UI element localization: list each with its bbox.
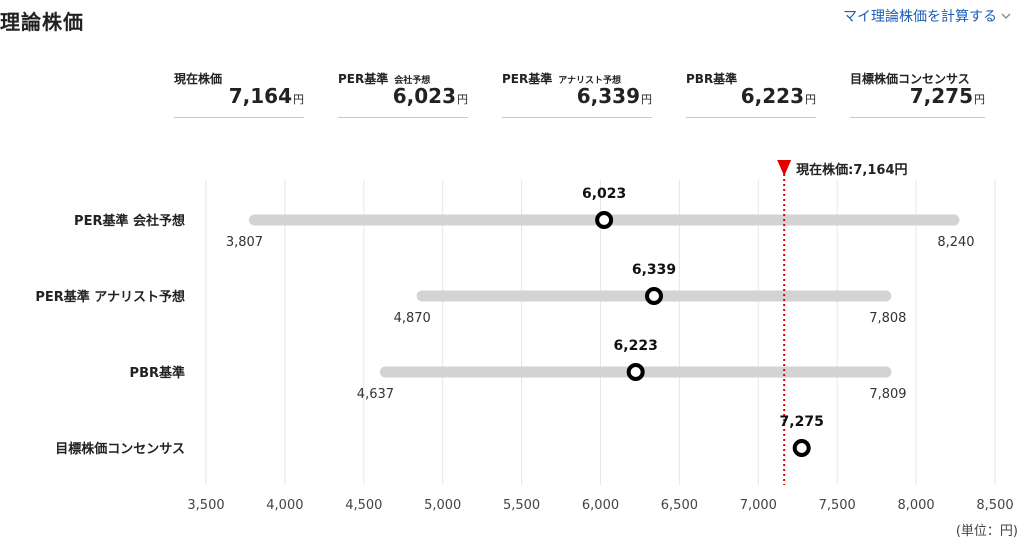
category-label: 目標株価コンセンサス: [55, 441, 185, 457]
calc-link-label[interactable]: マイ理論株価を計算する: [843, 9, 997, 25]
value-label: 6,339: [632, 262, 676, 278]
value-label: 7,275: [780, 414, 824, 430]
summary-value: 6,023円: [392, 84, 468, 108]
range-low-label: 4,870: [394, 311, 431, 326]
value-label: 6,223: [614, 338, 658, 354]
x-tick-label: 4,500: [345, 498, 382, 513]
summary-current-price: 現在株価 7,164円: [174, 70, 304, 118]
range-low-label: 3,807: [226, 235, 263, 250]
summary-value: 6,339円: [576, 84, 652, 108]
current-price-marker-icon: [777, 160, 792, 176]
my-theory-price-link[interactable]: マイ理論株価を計算する: [843, 6, 1012, 26]
range-high-label: 7,808: [869, 311, 906, 326]
x-tick-label: 4,000: [266, 498, 303, 513]
x-tick-label: 3,500: [187, 498, 224, 513]
summary-per-company: PER基準 会社予想 6,023円: [338, 70, 468, 118]
summary-label: 目標株価コンセンサス: [850, 72, 970, 86]
summary-label: PER基準 会社予想: [338, 72, 431, 86]
x-tick-label: 6,500: [661, 498, 698, 513]
x-tick-label: 7,000: [740, 498, 777, 513]
value-point: [626, 363, 645, 381]
summary-row: 現在株価 7,164円 PER基準 会社予想 6,023円 PER基準 アナリスト予…: [0, 70, 1024, 120]
summary-label: PER基準 アナリスト予想: [502, 72, 622, 86]
value-label: 6,023: [582, 186, 626, 202]
range-low-label: 4,637: [357, 387, 394, 402]
x-tick-label: 5,000: [424, 498, 461, 513]
x-tick-label: 7,500: [819, 498, 856, 513]
summary-value: 7,275円: [909, 84, 985, 108]
theory-price-chart: 3,500 4,000 4,500 5,000 5,500 6,000 6,500 7,000…: [35, 160, 1018, 539]
range-high-label: 7,809: [869, 387, 906, 402]
page-title: 理論株価: [0, 10, 84, 34]
value-point: [595, 211, 614, 229]
value-point: [644, 287, 663, 305]
summary-pbr: PBR基準 6,223円: [686, 70, 816, 118]
current-price-label: 現在株価:7,164円: [796, 162, 907, 178]
x-tick-label: 8,000: [897, 498, 934, 513]
summary-target-consensus: 目標株価コンセンサス 7,275円: [850, 70, 985, 118]
range-high-label: 8,240: [937, 235, 974, 250]
category-label: PER基準 アナリスト予想: [35, 289, 185, 305]
x-tick-label: 6,000: [582, 498, 619, 513]
summary-label: PBR基準: [686, 72, 738, 86]
summary-value: 6,223円: [740, 84, 816, 108]
value-point: [792, 439, 811, 457]
x-tick-label: 5,500: [503, 498, 540, 513]
x-tick-label: 8,500: [976, 498, 1013, 513]
summary-per-analyst: PER基準 アナリスト予想 6,339円: [502, 70, 652, 118]
unit-label: (単位：円): [956, 523, 1018, 539]
category-label: PBR基準: [130, 365, 185, 381]
summary-value: 7,164円: [228, 84, 304, 108]
chevron-down-icon: [1001, 13, 1011, 19]
summary-label: 現在株価: [174, 72, 223, 86]
category-label: PER基準 会社予想: [74, 213, 185, 229]
